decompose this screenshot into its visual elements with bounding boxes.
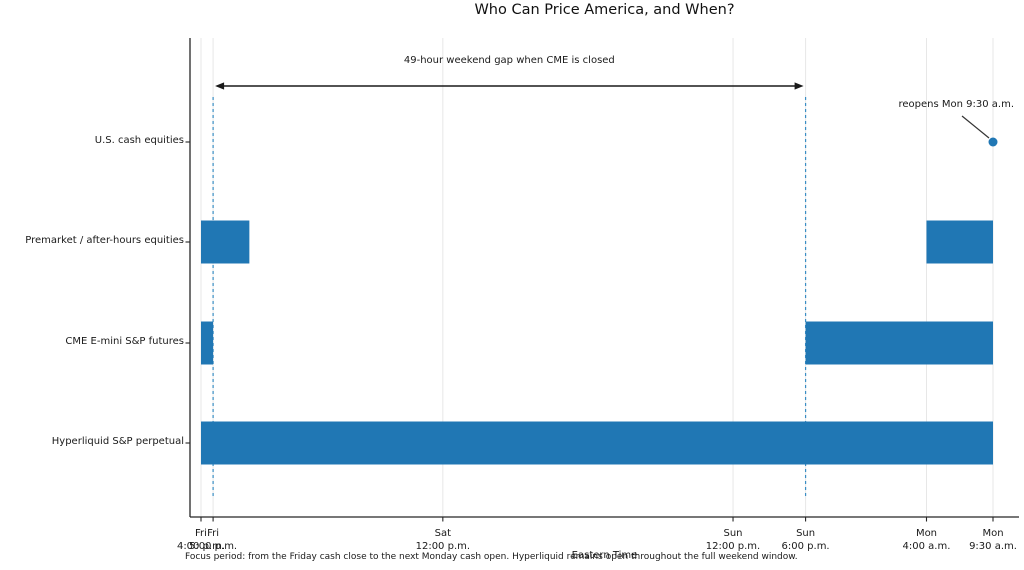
x-tick-label: Fri 4:00 p.m.	[151, 528, 251, 553]
x-tick-label: Mon 4:00 a.m.	[876, 528, 976, 553]
x-tick-day: Fri	[195, 528, 207, 539]
reopen-connector	[961, 115, 990, 139]
x-tick-day: Mon	[915, 528, 938, 539]
timeline-bar	[201, 220, 250, 264]
x-tick-time: 5:00 p.m.	[189, 540, 238, 552]
x-tick-day: Fri	[207, 528, 220, 539]
timeline-bar	[805, 321, 993, 365]
x-tick-day: Mon	[982, 528, 1004, 539]
x-tick-time: 4:00 p.m.	[176, 540, 226, 552]
chart-title: Who Can Price America, and When?	[474, 2, 735, 18]
x-axis-label: Eastern Time	[571, 550, 638, 561]
x-tick-label: Fri 5:00 p.m.	[163, 528, 263, 553]
timeline-bar	[201, 321, 214, 365]
y-axis-label: Premarket / after-hours equities	[25, 235, 184, 246]
x-tick-label: Sun 6:00 p.m.	[756, 528, 856, 553]
gap-arrowhead-left	[215, 82, 225, 90]
x-tick-time: 6:00 p.m.	[781, 540, 830, 552]
y-axis-label: CME E-mini S&P futures	[65, 336, 184, 347]
x-tick-label: Sun 12:00 p.m.	[683, 528, 783, 553]
reopen-annotation: reopens Mon 9:30 a.m.	[898, 99, 1014, 110]
x-tick-day: Sun	[723, 528, 743, 539]
gap-arrowhead-right	[794, 82, 804, 90]
x-tick-day: Sat	[434, 528, 452, 539]
gap-annotation: 49-hour weekend gap when CME is closed	[403, 55, 615, 66]
x-tick-time: 4:00 a.m.	[902, 540, 951, 552]
x-tick-time: 12:00 p.m.	[415, 540, 471, 552]
x-tick-time: 12:00 p.m.	[705, 540, 761, 552]
reopen-dot	[988, 137, 998, 147]
x-tick-day: Sun	[796, 528, 816, 539]
y-axis-label: Hyperliquid S&P perpetual	[51, 436, 184, 447]
timeline-bar	[926, 220, 993, 264]
caption: Focus period: from the Friday cash close…	[185, 552, 798, 562]
x-tick-label: Mon 9:30 a.m.	[943, 528, 1024, 553]
x-tick-label: Sat 12:00 p.m.	[393, 528, 493, 553]
y-axis-label: U.S. cash equities	[94, 135, 184, 146]
x-tick-time: 9:30 a.m.	[969, 540, 1017, 552]
timeline-bar	[201, 421, 993, 465]
